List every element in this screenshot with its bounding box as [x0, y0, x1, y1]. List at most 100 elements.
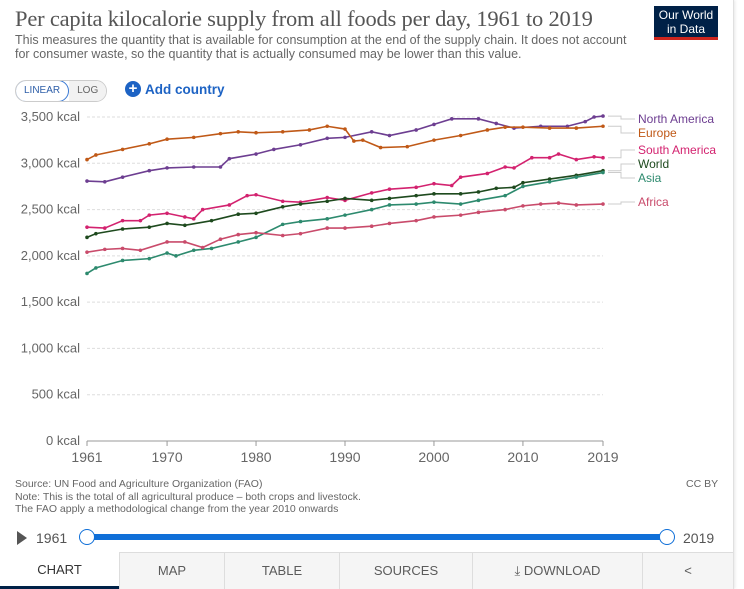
y-tick-label: 1,000 kcal — [21, 340, 80, 355]
data-point — [102, 226, 107, 230]
data-point — [183, 240, 187, 244]
data-point — [102, 180, 107, 184]
x-tick-label: 1980 — [240, 449, 271, 465]
data-point — [458, 202, 463, 206]
timeline[interactable]: 1961 2019 — [15, 528, 720, 548]
log-button[interactable]: LOG — [69, 81, 107, 101]
data-point — [432, 192, 436, 196]
x-tick-label: 2010 — [507, 449, 538, 465]
data-point — [218, 165, 223, 169]
data-point — [476, 190, 481, 194]
data-point — [476, 198, 481, 203]
y-tick-label: 2,000 kcal — [21, 248, 80, 263]
data-point — [601, 202, 605, 206]
source-note[interactable]: Source: UN Food and Agriculture Organiza… — [15, 478, 263, 490]
data-point — [200, 207, 205, 212]
data-point — [521, 180, 525, 185]
tab-download[interactable]: ⤓ DOWNLOAD — [472, 552, 642, 589]
data-point — [387, 203, 392, 207]
data-point — [191, 165, 196, 169]
timeline-start-handle[interactable] — [79, 529, 95, 545]
data-point — [503, 165, 507, 169]
y-tick-label: 500 kcal — [32, 387, 81, 402]
data-point — [325, 124, 330, 129]
data-point — [325, 217, 330, 221]
scale-toggle[interactable]: LINEAR LOG — [15, 80, 108, 102]
data-point — [449, 183, 454, 188]
data-point — [476, 210, 481, 215]
data-point — [414, 218, 418, 223]
data-point — [280, 130, 285, 134]
x-tick-label: 1961 — [71, 449, 102, 465]
legend-connector — [608, 163, 635, 172]
legend-connector — [608, 149, 635, 159]
data-point — [120, 227, 125, 231]
linear-button[interactable]: LINEAR — [16, 81, 70, 101]
data-point — [209, 246, 214, 251]
data-point — [343, 226, 347, 230]
legend-label: Asia — [638, 171, 662, 185]
data-point — [138, 248, 143, 253]
data-point — [432, 181, 436, 186]
tab-table[interactable]: TABLE — [224, 552, 339, 589]
data-point — [165, 166, 169, 170]
data-point — [94, 266, 98, 270]
data-point — [191, 135, 196, 140]
owid-logo[interactable]: Our World in Data — [654, 6, 718, 40]
data-point — [601, 114, 605, 118]
data-point — [387, 187, 392, 192]
data-point — [503, 125, 507, 129]
data-point — [85, 157, 89, 162]
x-tick-label: 1990 — [329, 449, 360, 465]
data-point — [165, 221, 169, 226]
tab-sources[interactable]: SOURCES — [339, 552, 472, 589]
add-country-button[interactable]: + Add country — [125, 81, 225, 97]
data-point — [574, 157, 579, 162]
legend-connector — [608, 115, 635, 120]
data-point — [183, 215, 187, 219]
y-tick-label: 2,500 kcal — [21, 202, 80, 217]
data-point — [583, 119, 588, 124]
data-point — [530, 155, 534, 160]
data-point — [432, 138, 436, 142]
data-point — [94, 153, 98, 157]
timeline-track[interactable] — [79, 529, 675, 545]
data-point — [191, 248, 196, 253]
data-point — [147, 168, 152, 173]
share-button[interactable]: < — [642, 552, 733, 589]
data-point — [414, 128, 418, 132]
timeline-start-label: 1961 — [36, 530, 68, 546]
play-icon[interactable] — [17, 531, 27, 545]
share-icon: < — [684, 563, 692, 578]
data-point — [254, 230, 258, 235]
y-tick-label: 0 kcal — [46, 433, 80, 448]
tab-chart[interactable]: CHART — [0, 552, 119, 589]
data-point — [369, 130, 374, 134]
data-point — [183, 223, 187, 228]
data-point — [547, 126, 552, 130]
data-point — [512, 166, 516, 170]
data-point — [369, 207, 374, 212]
data-point — [601, 124, 605, 129]
data-point — [369, 191, 374, 195]
license-link[interactable]: CC BY — [686, 478, 719, 490]
data-point — [485, 171, 490, 176]
data-point — [174, 254, 178, 258]
data-point — [343, 196, 347, 201]
data-point — [280, 222, 285, 227]
tab-map[interactable]: MAP — [119, 552, 224, 589]
data-point — [298, 142, 303, 147]
x-tick-label: 2000 — [418, 449, 449, 465]
timeline-end-handle[interactable] — [659, 529, 675, 545]
data-point — [565, 124, 570, 129]
data-point — [236, 240, 241, 244]
legend-connector — [608, 172, 635, 179]
timeline-end-label: 2019 — [683, 530, 715, 546]
data-point — [494, 121, 499, 126]
data-point — [458, 175, 463, 179]
data-point — [458, 192, 463, 196]
data-point — [236, 212, 241, 216]
data-point — [449, 117, 454, 121]
note-text-2: The FAO apply a methodological change fr… — [15, 503, 339, 515]
data-point — [476, 117, 481, 121]
